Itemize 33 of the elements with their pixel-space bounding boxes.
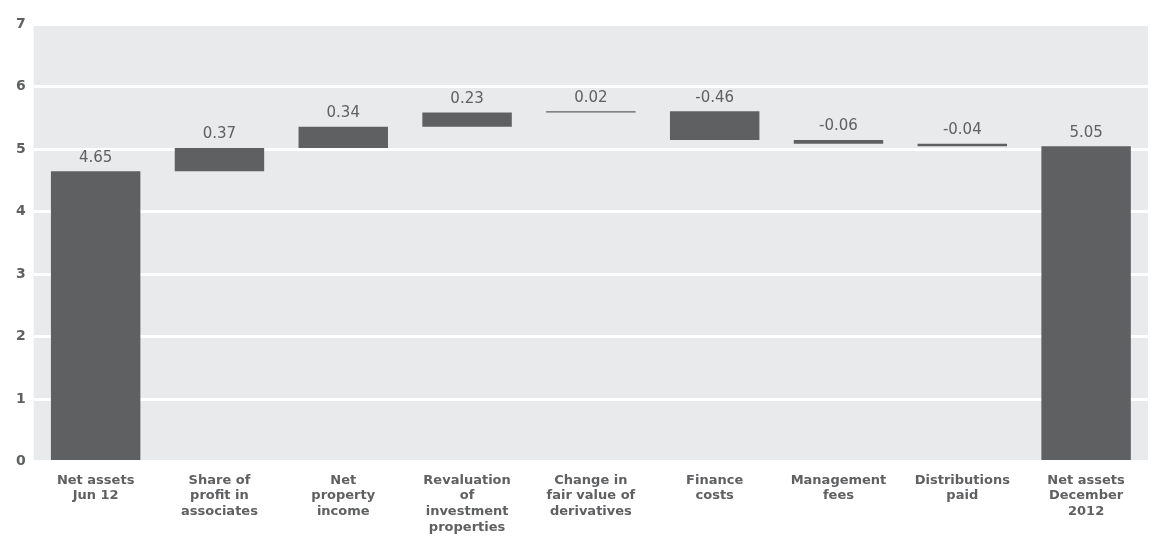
x-tick-label: Net assets Jun 12 — [56, 471, 135, 503]
data-label: 5.05 — [1069, 122, 1103, 141]
bar — [174, 148, 265, 172]
x-tick-label: Finance costs — [686, 471, 744, 503]
x-tick-label: Share of profit in associates — [181, 471, 259, 518]
data-label: 0.34 — [326, 103, 360, 122]
data-label: 0.37 — [202, 124, 237, 143]
bar — [50, 171, 141, 461]
x-tick-label: Change in fair value of derivatives — [546, 471, 636, 518]
bar — [1041, 146, 1131, 461]
data-label: -0.46 — [695, 87, 735, 106]
data-label: 4.65 — [78, 147, 113, 166]
bar — [422, 112, 512, 127]
y-tick-label: 6 — [15, 77, 26, 94]
data-label: -0.06 — [819, 116, 858, 135]
x-tick-label: Distributions paid — [914, 471, 1011, 503]
bar — [793, 139, 884, 144]
y-tick-label: 2 — [15, 327, 26, 344]
x-tick-label: Revaluation of investment properties — [423, 471, 511, 534]
y-tick-label: 1 — [15, 389, 26, 406]
bar — [298, 126, 388, 149]
y-tick-label: 7 — [15, 15, 26, 32]
data-label: -0.04 — [942, 120, 982, 139]
x-tick-label: Management fees — [790, 471, 887, 503]
x-tick-label: Net assets December 2012 — [1047, 471, 1126, 518]
y-tick-label: 3 — [15, 264, 26, 281]
y-tick-label: 0 — [15, 452, 26, 469]
data-label: 0.23 — [450, 88, 484, 107]
y-tick-label: 5 — [15, 139, 26, 156]
y-tick-label: 4 — [15, 202, 26, 219]
bar — [669, 111, 760, 140]
data-label: 0.02 — [574, 87, 608, 106]
x-tick-label: Net property income — [311, 471, 376, 518]
